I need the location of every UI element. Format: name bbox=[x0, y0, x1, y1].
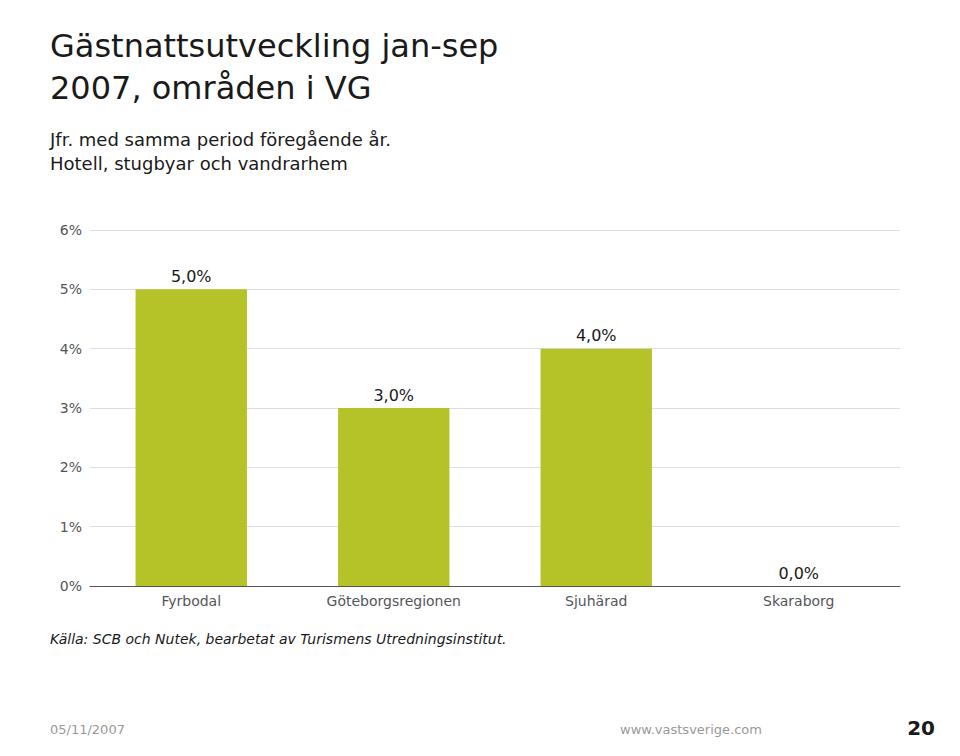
svg-text:5%: 5% bbox=[60, 281, 82, 297]
svg-text:Skaraborg: Skaraborg bbox=[763, 593, 835, 609]
svg-text:05/11/2007: 05/11/2007 bbox=[50, 722, 125, 737]
svg-text:2%: 2% bbox=[60, 459, 82, 475]
svg-text:Gästnattsutveckling jan-sep: Gästnattsutveckling jan-sep bbox=[50, 27, 498, 65]
svg-text:Göteborgsregionen: Göteborgsregionen bbox=[327, 593, 461, 609]
svg-text:20: 20 bbox=[907, 716, 935, 740]
svg-text:Fyrbodal: Fyrbodal bbox=[161, 593, 221, 609]
svg-text:0%: 0% bbox=[60, 578, 82, 594]
svg-text:0,0%: 0,0% bbox=[778, 564, 819, 583]
svg-text:3,0%: 3,0% bbox=[373, 386, 414, 405]
svg-text:Jfr. med samma period föregåen: Jfr. med samma period föregående år. bbox=[49, 129, 391, 150]
svg-text:4,0%: 4,0% bbox=[576, 326, 617, 345]
svg-text:6%: 6% bbox=[60, 222, 82, 238]
svg-text:4%: 4% bbox=[60, 341, 82, 357]
svg-text:2007, områden i VG: 2007, områden i VG bbox=[50, 69, 372, 107]
svg-text:5,0%: 5,0% bbox=[171, 267, 212, 286]
svg-text:1%: 1% bbox=[60, 519, 82, 535]
svg-text:3%: 3% bbox=[60, 400, 82, 416]
svg-text:Sjuhärad: Sjuhärad bbox=[565, 593, 627, 609]
svg-text:Källa: SCB och Nutek, bearbeta: Källa: SCB och Nutek, bearbetat av Turis… bbox=[50, 631, 507, 647]
svg-text:Hotell, stugbyar och vandrarhe: Hotell, stugbyar och vandrarhem bbox=[50, 153, 348, 174]
svg-text:www.vastsverige.com: www.vastsverige.com bbox=[620, 722, 762, 737]
